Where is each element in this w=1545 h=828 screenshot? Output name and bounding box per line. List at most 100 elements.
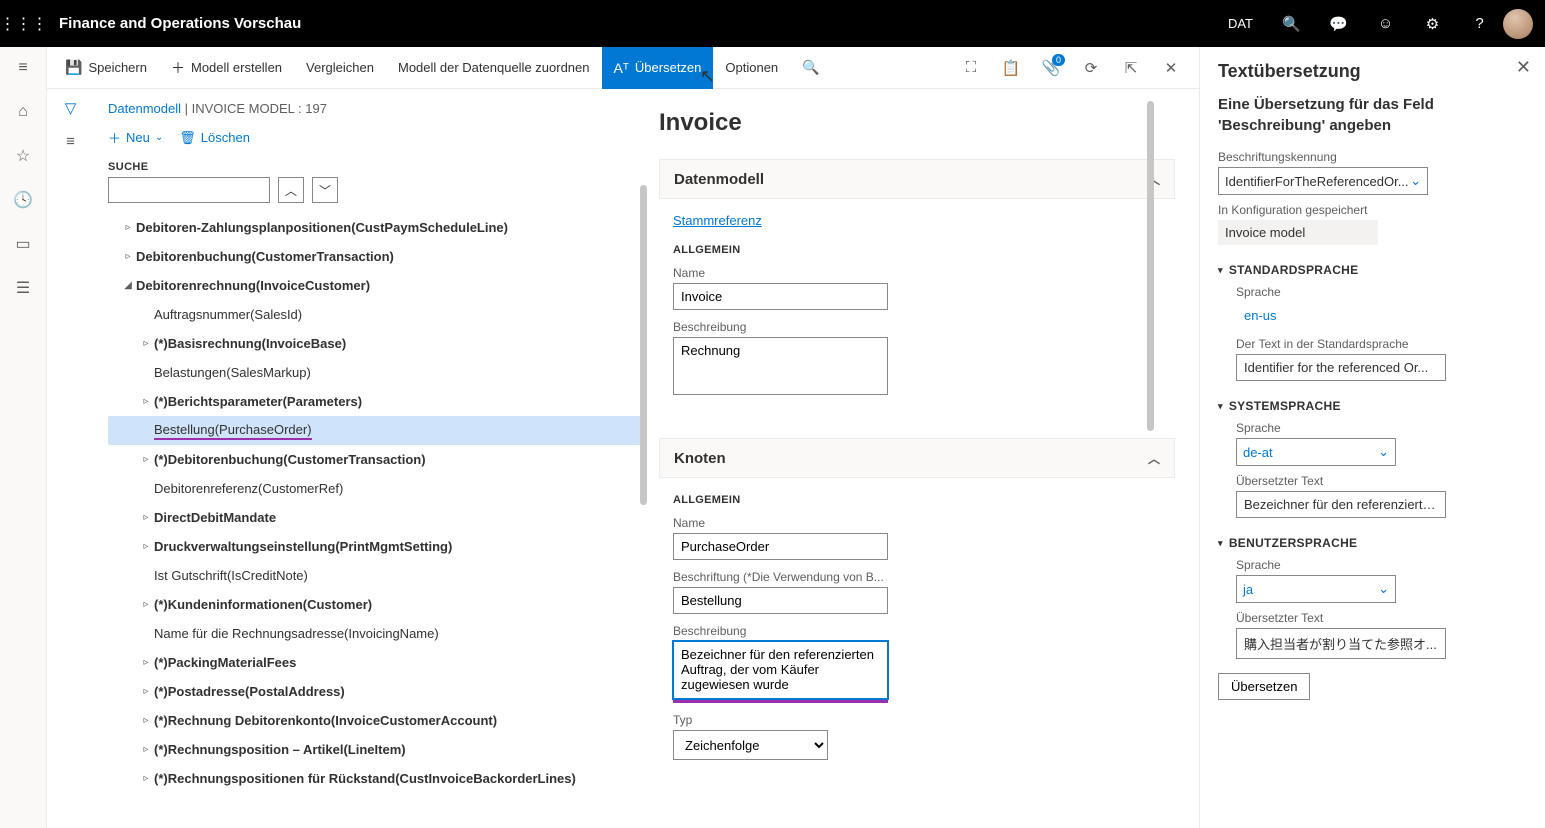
datamodel-header[interactable]: Datenmodell︿ xyxy=(659,159,1175,199)
details-pane: Invoice Datenmodell︿ Stammreferenz ALLGE… xyxy=(647,89,1199,828)
home-icon[interactable]: ⌂ xyxy=(18,99,28,125)
translate-button[interactable]: AᵀÜbersetzen xyxy=(602,47,714,89)
tree-node[interactable]: ▹(*)Kundeninformationen(Customer) xyxy=(108,590,643,619)
popout-icon[interactable]: ⇱ xyxy=(1115,52,1147,84)
save-icon: 💾 xyxy=(65,59,82,76)
search-up-button[interactable]: ︿ xyxy=(278,177,304,203)
close-icon[interactable]: ✕ xyxy=(1155,52,1187,84)
help-icon[interactable]: ? xyxy=(1456,0,1503,47)
attach-badge: 0 xyxy=(1052,54,1065,66)
tree-node[interactable]: Debitorenreferenz(CustomerRef) xyxy=(108,474,643,503)
model-desc-input[interactable]: Rechnung xyxy=(673,337,888,395)
save-button[interactable]: 💾Speichern xyxy=(53,47,159,89)
tree-node[interactable]: Bestellung(PurchaseOrder) xyxy=(108,416,643,445)
user-text-input[interactable]: 購入担当者が割り当てた参照オ... xyxy=(1236,628,1446,659)
office-icon[interactable]: 📋 xyxy=(995,52,1027,84)
search-down-button[interactable]: ﹀ xyxy=(312,177,338,203)
node-desc-input[interactable]: Bezeichner für den referenzierten Auftra… xyxy=(673,641,888,699)
search-icon[interactable]: 🔍 xyxy=(1268,0,1315,47)
delete-button[interactable]: 🗑Löschen xyxy=(179,130,250,146)
search-cmd-icon[interactable]: 🔍 xyxy=(790,47,831,89)
map-datasource-button[interactable]: Modell der Datenquelle zuordnen xyxy=(386,47,602,89)
scrollbar[interactable] xyxy=(640,185,647,505)
hamburger-icon[interactable]: ≡ xyxy=(18,55,27,81)
tree-node[interactable]: Name für die Rechnungsadresse(InvoicingN… xyxy=(108,619,643,648)
breadcrumb-link[interactable]: Datenmodell xyxy=(108,101,181,116)
tree-node[interactable]: ▹(*)PackingMaterialFees xyxy=(108,648,643,677)
star-icon[interactable]: ☆ xyxy=(16,143,30,169)
tree-node[interactable]: Belastungen(SalesMarkup) xyxy=(108,358,643,387)
user-lang-group[interactable]: BENUTZERSPRACHE xyxy=(1218,536,1527,550)
tree-node[interactable]: ▹Debitoren-Zahlungsplanpositionen(CustPa… xyxy=(108,213,643,242)
tree-node-label: Debitorenbuchung(CustomerTransaction) xyxy=(136,249,394,264)
tree-pane: Datenmodell | INVOICE MODEL : 197 ＋Neu⌄ … xyxy=(94,89,647,828)
translate-action-button[interactable]: Übersetzen xyxy=(1218,673,1310,700)
attach-icon[interactable]: 📎0 xyxy=(1035,52,1067,84)
label-id-select[interactable]: IdentifierForTheReferencedOr...⌄ xyxy=(1218,167,1428,195)
desc-label: Beschreibung xyxy=(673,320,1161,334)
node-type-select[interactable]: Zeichenfolge xyxy=(673,730,828,760)
user-lang-select[interactable]: ja⌄ xyxy=(1236,575,1396,603)
name-label: Name xyxy=(673,266,1161,280)
node-caption-input[interactable] xyxy=(673,587,888,614)
tree-node-label: (*)Rechnung Debitorenkonto(InvoiceCustom… xyxy=(154,713,497,728)
model-tree[interactable]: ▹Debitoren-Zahlungsplanpositionen(CustPa… xyxy=(108,213,647,828)
smiley-icon[interactable]: ☺ xyxy=(1362,0,1409,47)
scrollbar[interactable] xyxy=(1147,101,1154,431)
default-text-input[interactable]: Identifier for the referenced Or... xyxy=(1236,354,1446,381)
link-icon[interactable]: ⛶ xyxy=(955,52,987,84)
tree-node[interactable]: ▹(*)Rechnungspositionen für Rückstand(Cu… xyxy=(108,764,643,793)
avatar[interactable] xyxy=(1503,9,1533,39)
close-panel-icon[interactable]: ✕ xyxy=(1516,57,1531,78)
modules-icon[interactable]: ☰ xyxy=(16,275,30,301)
compare-button[interactable]: Vergleichen xyxy=(294,47,386,89)
root-reference-link[interactable]: Stammreferenz xyxy=(673,209,1161,238)
tree-node[interactable]: ▹DirectDebitMandate xyxy=(108,503,643,532)
create-model-button[interactable]: ＋Modell erstellen xyxy=(159,47,294,89)
node-header[interactable]: Knoten︿ xyxy=(659,438,1175,478)
list-icon[interactable]: ≡ xyxy=(66,133,75,150)
chat-icon[interactable]: 💬 xyxy=(1315,0,1362,47)
breadcrumb: Datenmodell | INVOICE MODEL : 197 xyxy=(108,97,647,124)
funnel-icon[interactable]: ▽ xyxy=(65,99,77,117)
breadcrumb-current: INVOICE MODEL : 197 xyxy=(192,101,327,116)
model-name-input[interactable] xyxy=(673,283,888,310)
system-lang-group[interactable]: SYSTEMSPRACHE xyxy=(1218,399,1527,413)
workspace-icon[interactable]: ▭ xyxy=(15,231,30,257)
tree-node[interactable]: ▹Druckverwaltungseinstellung(PrintMgmtSe… xyxy=(108,532,643,561)
map-datasource-label: Modell der Datenquelle zuordnen xyxy=(398,60,590,75)
tree-node[interactable]: ◢Debitorenrechnung(InvoiceCustomer) xyxy=(108,271,643,300)
tree-node[interactable]: ▹(*)Debitorenbuchung(CustomerTransaction… xyxy=(108,445,643,474)
tree-node[interactable]: ▹(*)Basisrechnung(InvoiceBase) xyxy=(108,329,643,358)
tree-node-label: Debitorenrechnung(InvoiceCustomer) xyxy=(136,278,370,293)
search-input[interactable] xyxy=(108,177,270,203)
tree-node[interactable]: ▹(*)Rechnungsposition – Artikel(LineItem… xyxy=(108,735,643,764)
refresh-icon[interactable]: ⟳ xyxy=(1075,52,1107,84)
tree-node-label: (*)Basisrechnung(InvoiceBase) xyxy=(154,336,346,351)
tree-node-label: Ist Gutschrift(IsCreditNote) xyxy=(154,568,308,583)
default-lang-link[interactable]: en-us xyxy=(1236,302,1396,329)
tree-node[interactable]: ▹Debitorenbuchung(CustomerTransaction) xyxy=(108,242,643,271)
new-button[interactable]: ＋Neu⌄ xyxy=(108,128,163,147)
default-lang-group[interactable]: STANDARDSPRACHE xyxy=(1218,263,1527,277)
waffle-icon[interactable]: ⋮⋮⋮ xyxy=(0,0,47,47)
system-lang-select[interactable]: de-at⌄ xyxy=(1236,438,1396,466)
tree-node[interactable]: ▹(*)Berichtsparameter(Parameters) xyxy=(108,387,643,416)
tree-node[interactable]: ▹(*)Postadresse(PostalAddress) xyxy=(108,677,643,706)
chevron-icon: ◢ xyxy=(120,280,136,291)
system-text-input[interactable]: Bezeichner für den referenzierte... xyxy=(1236,491,1446,518)
create-model-label: Modell erstellen xyxy=(191,60,282,75)
translate-label: Übersetzen xyxy=(635,60,701,75)
chevron-icon: ▹ xyxy=(138,338,154,349)
node-card: Knoten︿ ALLGEMEIN Name Beschriftung (*Di… xyxy=(659,438,1175,786)
tree-node[interactable]: Ist Gutschrift(IsCreditNote) xyxy=(108,561,643,590)
gear-icon[interactable]: ⚙ xyxy=(1409,0,1456,47)
options-button[interactable]: Optionen xyxy=(713,47,790,89)
node-name-input[interactable] xyxy=(673,533,888,560)
company-code[interactable]: DAT xyxy=(1213,16,1268,31)
recent-icon[interactable]: 🕓 xyxy=(13,187,33,213)
tree-node[interactable]: ▹(*)Rechnung Debitorenkonto(InvoiceCusto… xyxy=(108,706,643,735)
tree-node-label: Name für die Rechnungsadresse(InvoicingN… xyxy=(154,626,439,641)
tree-node[interactable]: Auftragsnummer(SalesId) xyxy=(108,300,643,329)
search-label: SUCHE xyxy=(108,155,647,177)
